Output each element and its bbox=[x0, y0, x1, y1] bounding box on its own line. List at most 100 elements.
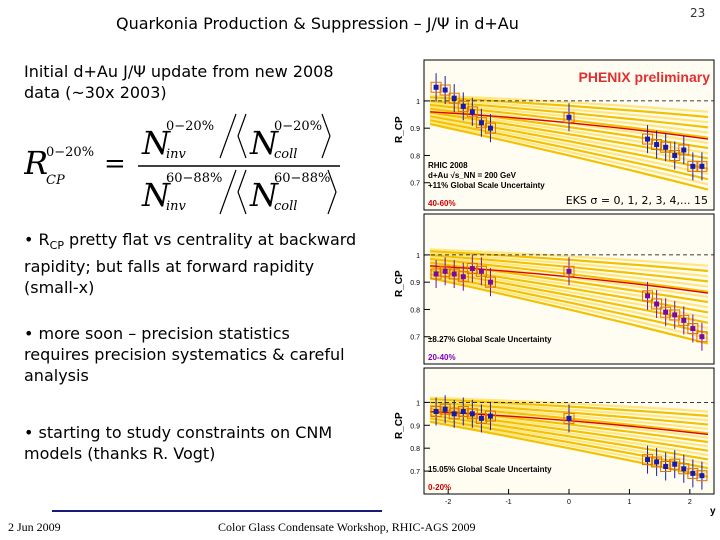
centrality-label-2: 0-20% bbox=[428, 483, 451, 492]
model-band-2-12 bbox=[429, 415, 709, 465]
data-point-2-8 bbox=[645, 457, 651, 463]
bullet-rcp: • RCP pretty flat vs centrality at backw… bbox=[24, 229, 359, 298]
formula-num-ncoll-sup: 0−20% bbox=[274, 119, 322, 134]
bullet-rcp-post: pretty flat vs centrality at backward ra… bbox=[24, 230, 357, 298]
y-tick-label-1-2: 0.9 bbox=[410, 280, 420, 287]
syst-box-0-9 bbox=[651, 139, 663, 151]
data-point-2-5 bbox=[478, 415, 484, 421]
model-band-1-13 bbox=[429, 273, 709, 335]
data-point-1-13 bbox=[690, 326, 696, 332]
formula-num-ncoll: N bbox=[249, 124, 279, 162]
syst-box-2-8 bbox=[642, 454, 654, 466]
syst-box-2-6 bbox=[484, 410, 496, 422]
syst-box-1-7 bbox=[563, 265, 575, 277]
slide-title: Quarkonia Production & Suppression – J/Ψ… bbox=[116, 14, 519, 33]
data-point-1-2 bbox=[451, 271, 457, 277]
y-tick-label-2-3: 1 bbox=[416, 400, 420, 407]
syst-box-1-0 bbox=[430, 268, 442, 280]
syst-box-1-8 bbox=[642, 290, 654, 302]
y-axis-label-0: R_CP bbox=[394, 116, 405, 143]
x-tick-label-3: 1 bbox=[627, 499, 631, 506]
formula-den-sub: inv bbox=[166, 199, 187, 214]
syst-box-1-9 bbox=[651, 298, 663, 310]
formula-lhs-sup: 0−20% bbox=[46, 145, 94, 160]
data-point-2-6 bbox=[487, 413, 493, 419]
data-point-1-0 bbox=[433, 271, 439, 277]
y-tick-label-0-0: 0.7 bbox=[410, 181, 420, 188]
y-tick-label-0-2: 0.9 bbox=[410, 126, 420, 133]
legend-line-1-0: ±8.27% Global Scale Uncertainty bbox=[428, 335, 552, 344]
data-point-1-1 bbox=[442, 268, 448, 274]
syst-box-1-3 bbox=[457, 271, 469, 283]
syst-box-1-12 bbox=[678, 314, 690, 326]
syst-box-2-7 bbox=[563, 412, 575, 424]
data-point-0-3 bbox=[460, 103, 466, 109]
data-point-0-8 bbox=[645, 136, 651, 142]
y-tick-label-1-1: 0.8 bbox=[410, 307, 420, 314]
centrality-label-1: 20-40% bbox=[428, 353, 456, 362]
data-point-0-7 bbox=[566, 114, 572, 120]
data-point-1-10 bbox=[663, 309, 669, 315]
model-band-1-15 bbox=[429, 277, 709, 345]
y-tick-label-2-2: 0.9 bbox=[410, 423, 420, 430]
data-point-0-11 bbox=[672, 152, 678, 158]
x-tick-label-4: 2 bbox=[688, 499, 692, 506]
model-band-0-14 bbox=[429, 121, 709, 186]
formula-lhs-sub: CP bbox=[46, 173, 65, 188]
formula-num-slash bbox=[219, 113, 237, 159]
data-point-1-8 bbox=[645, 293, 651, 299]
footer-date: 2 Jun 2009 bbox=[8, 520, 61, 534]
model-band-0-15 bbox=[429, 123, 709, 191]
formula-num-sup: 0−20% bbox=[166, 119, 214, 134]
data-point-0-1 bbox=[442, 87, 448, 93]
intro-text: Initial d+Au J/Ψ update from new 2008 da… bbox=[24, 62, 334, 102]
data-point-2-0 bbox=[433, 409, 439, 415]
syst-box-1-1 bbox=[439, 265, 451, 277]
bullet-precision: • more soon – precision statistics requi… bbox=[24, 324, 345, 385]
bullet-rcp-sub: CP bbox=[49, 239, 64, 253]
formula-den-rangle bbox=[327, 169, 337, 215]
data-point-1-6 bbox=[487, 279, 493, 285]
syst-box-0-4 bbox=[466, 106, 478, 118]
data-point-2-4 bbox=[469, 411, 475, 417]
syst-box-2-0 bbox=[430, 406, 442, 418]
model-band-2-0 bbox=[430, 396, 709, 413]
syst-box-0-0 bbox=[430, 81, 442, 93]
data-point-2-12 bbox=[681, 466, 687, 472]
data-point-2-14 bbox=[699, 473, 705, 479]
syst-box-2-13 bbox=[687, 467, 699, 479]
model-band-0-12 bbox=[429, 117, 709, 176]
data-point-1-3 bbox=[460, 274, 466, 280]
legend-line-0-0: RHIC 2008 bbox=[428, 161, 468, 170]
syst-box-1-4 bbox=[466, 263, 478, 275]
formula-equals: = bbox=[104, 149, 126, 179]
syst-box-1-5 bbox=[475, 265, 487, 277]
syst-box-2-3 bbox=[457, 406, 469, 418]
model-band-0-9 bbox=[429, 111, 709, 160]
y-tick-label-0-3: 1 bbox=[416, 99, 420, 106]
model-band-0-0 bbox=[429, 94, 709, 113]
formula-den-sup: 60−88% bbox=[166, 171, 222, 186]
bullet-rcp-pre: • R bbox=[24, 230, 50, 249]
data-point-2-3 bbox=[460, 409, 466, 415]
legend-line-0-2: +11% Global Scale Uncertainty bbox=[428, 181, 545, 190]
syst-box-0-1 bbox=[439, 84, 451, 96]
legend-line-0-1: d+Au √s_NN = 200 GeV bbox=[428, 171, 517, 180]
model-band-0-13 bbox=[429, 119, 709, 181]
data-point-1-9 bbox=[654, 301, 660, 307]
syst-box-0-7 bbox=[563, 111, 575, 123]
formula-den-slash bbox=[219, 169, 237, 215]
data-point-0-14 bbox=[699, 163, 705, 169]
model-band-0-11 bbox=[429, 115, 709, 170]
syst-box-2-2 bbox=[448, 408, 460, 420]
formula-den-n: N bbox=[141, 176, 171, 214]
data-point-1-12 bbox=[681, 317, 687, 323]
model-band-1-10 bbox=[429, 267, 709, 319]
formula-num-rangle bbox=[321, 113, 331, 159]
data-point-2-9 bbox=[654, 459, 660, 465]
model-band-1-14 bbox=[429, 275, 709, 340]
data-point-1-7 bbox=[566, 268, 572, 274]
formula-lhs-r: R bbox=[24, 144, 48, 182]
syst-box-0-10 bbox=[660, 141, 672, 153]
centrality-label-0: 40-60% bbox=[428, 199, 456, 208]
